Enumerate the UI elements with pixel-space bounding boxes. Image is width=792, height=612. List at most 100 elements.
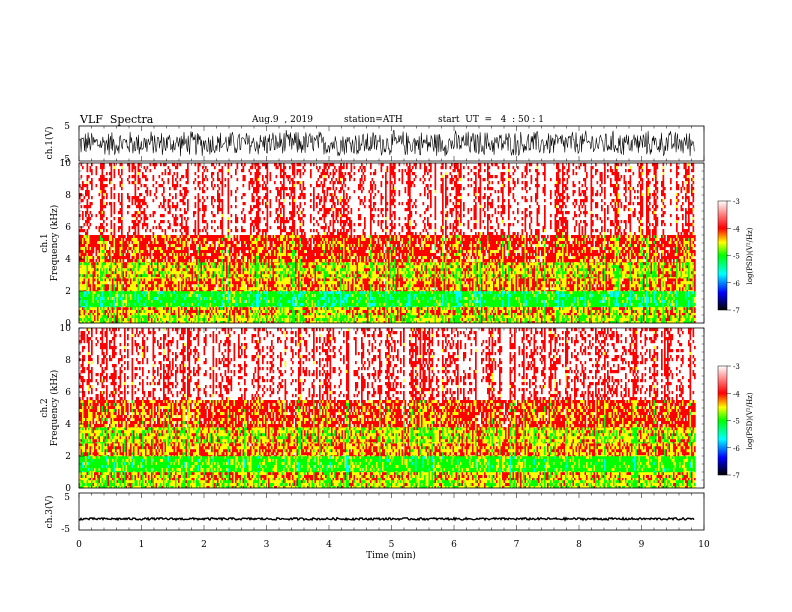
spectrogram-cell <box>82 166 84 169</box>
spectrogram-cell <box>88 291 90 294</box>
spectrogram-cell <box>103 247 105 250</box>
spectrogram-cell <box>103 253 105 256</box>
spectrogram-cell <box>91 187 93 190</box>
spectrogram-cell <box>88 244 90 247</box>
spectrogram-cell <box>84 281 86 284</box>
spectrogram-cell <box>102 310 104 313</box>
spectrogram-cell <box>96 318 98 321</box>
spectrogram-cell <box>111 318 113 321</box>
spectrogram-cell <box>93 277 95 278</box>
spectrogram-cell <box>87 187 89 190</box>
spectrogram-cell <box>103 187 105 190</box>
spectrogram-cell <box>114 253 116 256</box>
spectrogram-cell <box>87 268 89 271</box>
spectrogram-cell <box>117 291 119 294</box>
spectrogram-cell <box>99 235 101 238</box>
spectrogram-cell <box>93 287 95 290</box>
spectrogram-cell <box>108 238 110 241</box>
spectrogram-cell <box>112 259 114 262</box>
spectrogram-cell <box>103 297 105 300</box>
spectrogram-cell <box>91 178 93 181</box>
spectrogram-cell <box>102 300 104 303</box>
spectrogram-cell <box>100 278 102 281</box>
spectrogram-cell <box>93 256 95 259</box>
spectrogram-cell <box>102 223 104 226</box>
spectrogram-cell <box>90 318 92 321</box>
spectrogram-cell <box>111 287 113 290</box>
spectrogram-cell <box>81 244 83 247</box>
spectrogram-cell <box>96 226 98 229</box>
spectrogram-cell <box>117 318 119 321</box>
spectrogram-cell <box>93 247 95 250</box>
spectrogram-cell <box>109 235 111 238</box>
spectrogram-cell <box>106 278 108 281</box>
spectrogram-cell <box>93 281 95 284</box>
spectrogram-cell <box>81 315 83 318</box>
spectrogram-cell <box>109 163 111 166</box>
spectrogram-cell <box>102 306 104 307</box>
spectrogram-cell <box>109 238 111 241</box>
spectrogram-cell <box>102 265 104 268</box>
spectrogram-cell <box>87 278 89 281</box>
spectrogram-cell <box>84 303 86 306</box>
spectrogram-cell <box>102 178 104 181</box>
spectrogram-cell <box>91 196 93 199</box>
spectrogram-cell <box>111 300 113 303</box>
spectrogram-cell <box>84 287 86 290</box>
spectrogram-cell <box>111 247 113 250</box>
spectrogram-cell <box>90 281 92 284</box>
spectrogram-cell <box>103 226 105 229</box>
spectrogram-cell <box>81 241 83 244</box>
spectrogram-cell <box>87 202 89 205</box>
spectrogram-cell <box>88 318 90 321</box>
spectrogram-cell <box>96 241 98 244</box>
spectrogram-cell <box>102 214 104 217</box>
spectrogram-cell <box>111 214 113 217</box>
spectrogram-cell <box>99 268 101 271</box>
spectrogram-cell <box>88 271 90 274</box>
spectrogram-cell <box>94 277 96 278</box>
spectrogram-cell <box>96 281 98 284</box>
spectrogram-cell <box>88 259 90 262</box>
spectrogram-cell <box>114 315 116 318</box>
spectrogram-cell <box>114 271 116 274</box>
spectrogram-cell <box>103 193 105 196</box>
spectrogram-cell <box>87 223 89 226</box>
spectrogram-cell <box>114 238 116 241</box>
spectrogram-cell <box>97 271 99 274</box>
spectrogram-cell <box>114 262 116 265</box>
spectrogram-cell <box>87 277 89 278</box>
spectrogram-cell <box>85 247 87 250</box>
spectrogram-cell <box>102 193 104 196</box>
spectrogram-cell <box>109 318 111 321</box>
spectrogram-cell <box>93 290 95 291</box>
spectrogram-cell <box>81 297 83 300</box>
spectrogram-cell <box>90 202 92 205</box>
spectrogram-cell <box>82 313 84 315</box>
spectrogram-cell <box>87 181 89 184</box>
spectrogram-cell <box>100 268 102 271</box>
spectrogram-cell <box>114 247 116 250</box>
spectrogram-cell <box>85 214 87 217</box>
spectrogram-cell <box>114 241 116 244</box>
spectrogram-cell <box>114 265 116 268</box>
spectrogram-cell <box>99 297 101 300</box>
spectrogram-cell <box>105 244 107 247</box>
spectrogram-cell <box>97 281 99 284</box>
spectrogram-cell <box>96 306 98 307</box>
spectrogram-cell <box>84 291 86 294</box>
spectrogram-cell <box>81 278 83 281</box>
spectrogram-cell <box>106 318 108 321</box>
spectrogram-cell <box>112 238 114 241</box>
spectrogram-cell <box>91 253 93 256</box>
spectrogram-cell <box>93 241 95 244</box>
spectrogram-cell <box>93 262 95 265</box>
spectrogram-cell <box>96 259 98 262</box>
spectrogram-cell <box>87 274 89 277</box>
spectrogram-cell <box>102 202 104 205</box>
spectrogram-cell <box>96 166 98 169</box>
spectrogram-cell <box>94 284 96 287</box>
spectrogram-cell <box>87 244 89 247</box>
spectrogram-cell <box>85 205 87 208</box>
spectrogram-cell <box>100 297 102 300</box>
